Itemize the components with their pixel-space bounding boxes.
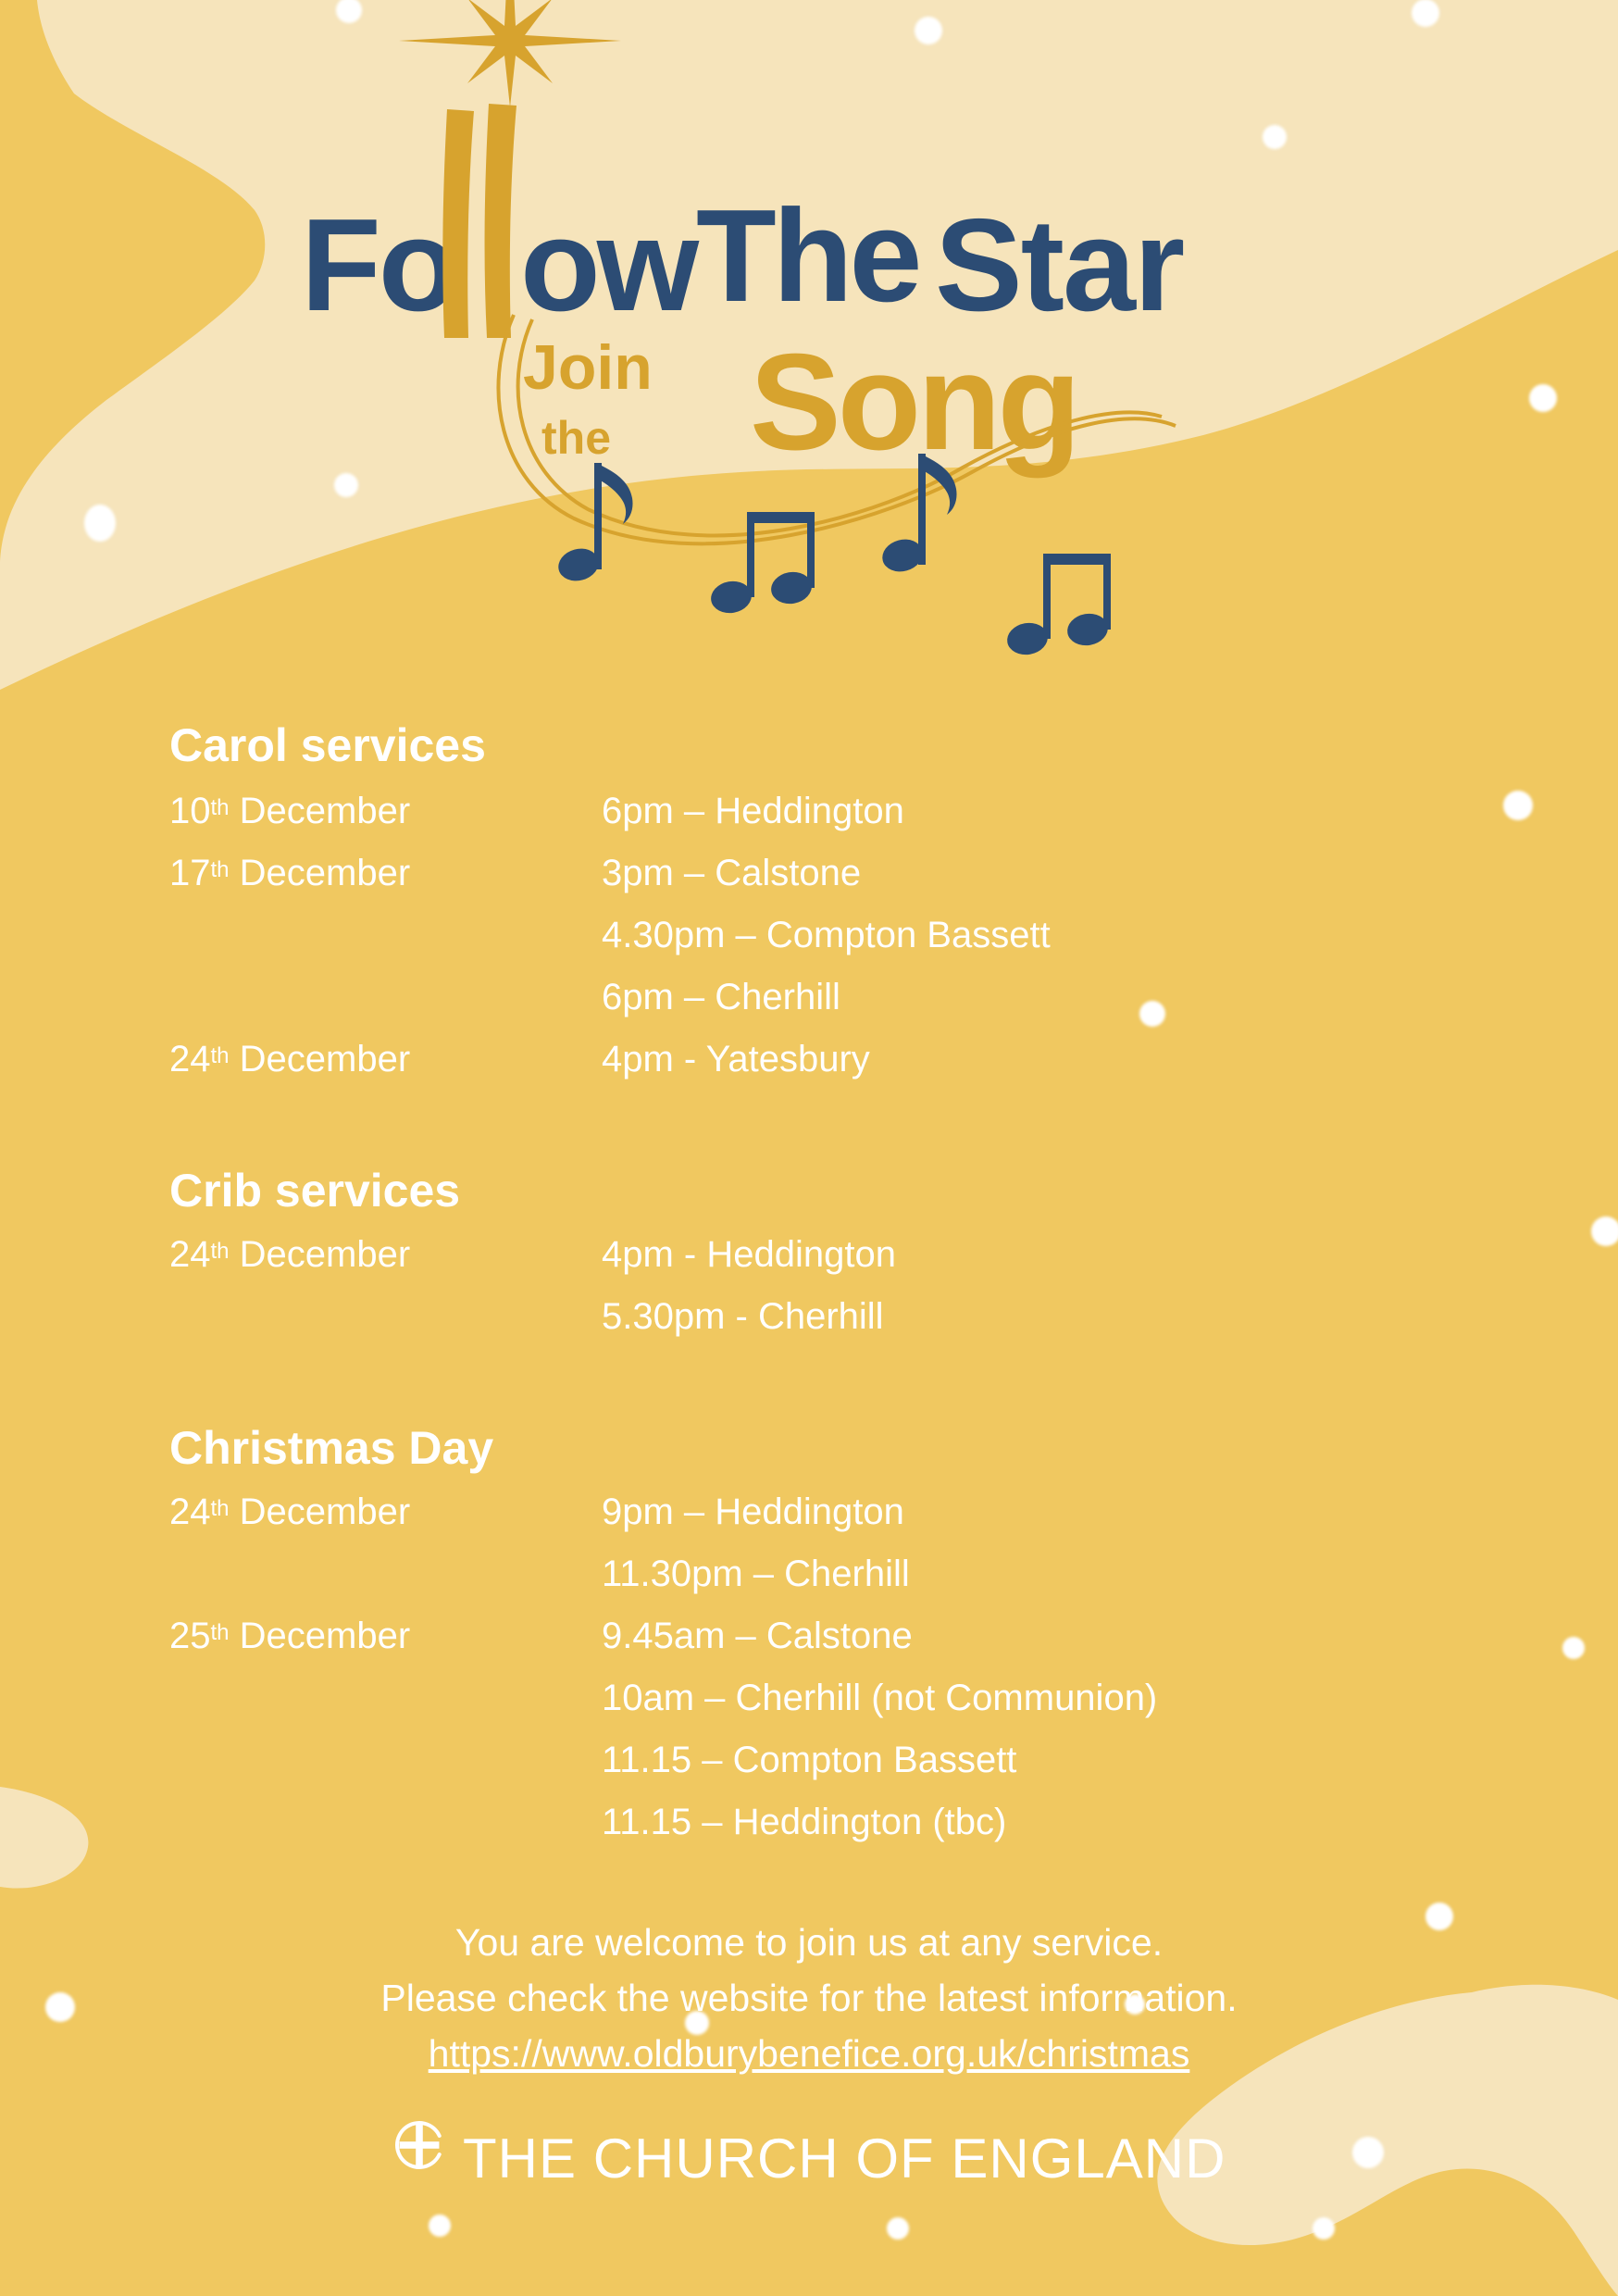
svg-text:the: the (541, 412, 611, 464)
svg-text:Song: Song (750, 326, 1077, 479)
svg-text:Star: Star (935, 192, 1184, 339)
svg-text:ow: ow (520, 192, 700, 339)
svg-text:Join: Join (523, 332, 653, 403)
svg-text:The: The (696, 182, 918, 330)
svg-text:Fo: Fo (301, 192, 455, 339)
